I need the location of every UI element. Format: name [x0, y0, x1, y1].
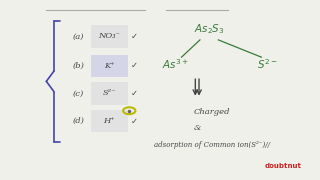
Text: ✓: ✓	[130, 117, 137, 126]
Text: (c): (c)	[73, 89, 84, 97]
FancyBboxPatch shape	[91, 55, 128, 77]
Text: $S^{2-}$: $S^{2-}$	[257, 57, 278, 71]
Text: K⁺: K⁺	[104, 62, 115, 70]
Text: doubtnut: doubtnut	[264, 163, 301, 170]
Text: H⁺: H⁺	[103, 117, 115, 125]
FancyBboxPatch shape	[91, 110, 128, 132]
Text: (a): (a)	[73, 32, 84, 40]
Text: ✓: ✓	[130, 89, 137, 98]
Text: adsorption of Common ion(S²⁻)//: adsorption of Common ion(S²⁻)//	[154, 141, 270, 149]
Text: $As^{3+}$: $As^{3+}$	[162, 57, 189, 71]
FancyBboxPatch shape	[91, 82, 128, 105]
Text: Charged: Charged	[194, 109, 230, 116]
Text: (d): (d)	[73, 117, 84, 125]
Text: S²⁻: S²⁻	[103, 89, 116, 97]
Text: ✓: ✓	[130, 61, 137, 70]
Text: (b): (b)	[73, 62, 84, 70]
Text: NO₃⁻: NO₃⁻	[98, 32, 120, 40]
Text: ✓: ✓	[130, 32, 137, 41]
FancyBboxPatch shape	[91, 25, 128, 48]
Text: $As_2S_3$: $As_2S_3$	[194, 23, 224, 36]
Text: &: &	[194, 124, 201, 132]
